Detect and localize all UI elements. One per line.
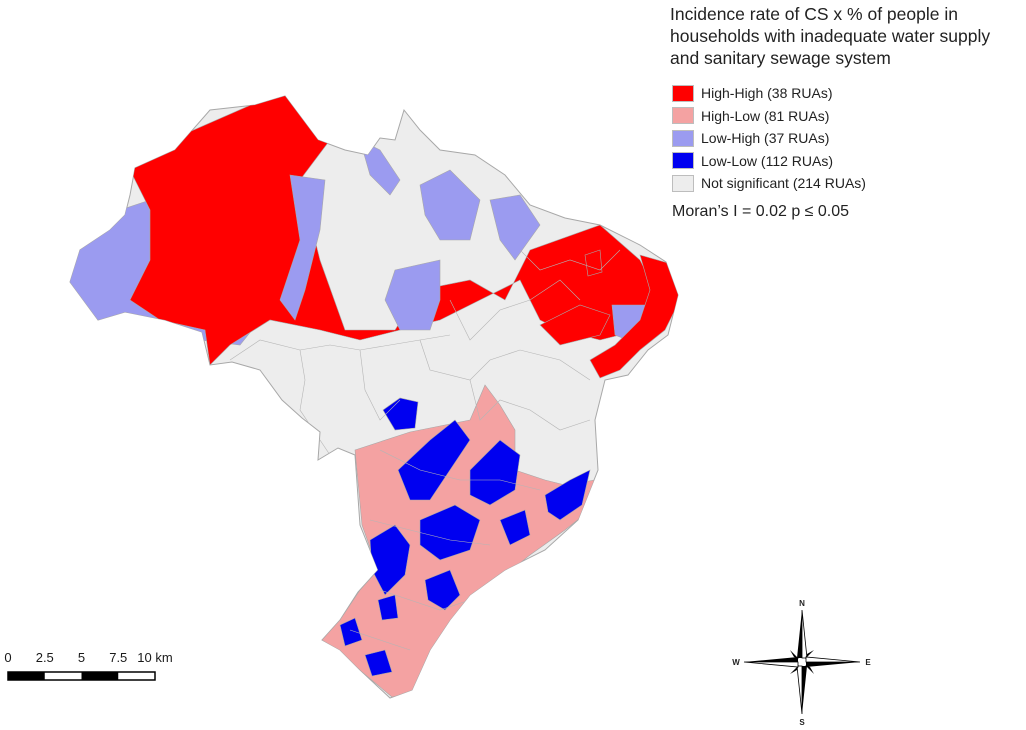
region-low-low-south-2: [377, 594, 399, 621]
morans-i-statistic: Moran’s I = 0.02 p ≤ 0.05: [672, 203, 850, 220]
map-title: Incidence rate of CS x % of people in ho…: [670, 4, 991, 68]
legend-label: High-Low (81 RUAs): [701, 107, 830, 124]
region-low-high-center-strip: [279, 174, 326, 321]
region-low-high-pocket-3: [419, 169, 481, 241]
region-low-low-east: [469, 439, 521, 506]
scale-tick-label: 0: [4, 650, 12, 665]
compass-label-west: W: [732, 658, 740, 667]
legend-label: Low-Low (112 RUAs): [701, 152, 834, 169]
compass-rose: N S E W: [732, 599, 871, 727]
legend-item-high-high: High-High (38 RUAs): [672, 82, 866, 105]
scale-bar-labels: 0 2.5 5 7.5 10 km: [0, 650, 200, 668]
scale-tick-label: 5: [77, 650, 86, 665]
legend-item-low-high: Low-High (37 RUAs): [672, 127, 866, 150]
compass-label-east: E: [865, 658, 871, 667]
legend-label: Not significant (214 RUAs): [701, 175, 866, 192]
region-low-low-north-spot: [382, 397, 419, 431]
legend-swatch: [672, 152, 694, 170]
legend: High-High (38 RUAs) High-Low (81 RUAs) L…: [672, 82, 866, 195]
region-high-high-northeast: [539, 304, 611, 346]
legend-swatch: [672, 129, 694, 147]
region-low-low-south-1: [424, 569, 461, 611]
region-low-high-pocket-2: [359, 139, 401, 196]
region-low-low-far-south-west: [339, 617, 363, 647]
scale-tick-label: 7.5: [109, 650, 128, 665]
scale-tick-label: 10 km: [137, 650, 173, 665]
region-high-high-east-spot: [584, 249, 603, 277]
legend-label: Low-High (37 RUAs): [701, 130, 830, 147]
region-low-high-pocket-4: [489, 194, 541, 261]
scale-bar: [7, 671, 156, 681]
region-low-low-southeast: [499, 509, 531, 546]
legend-item-low-low: Low-Low (112 RUAs): [672, 150, 866, 173]
legend-item-not-significant: Not significant (214 RUAs): [672, 172, 866, 195]
region-low-low-far-south: [364, 649, 393, 677]
legend-swatch: [672, 174, 694, 192]
region-high-high-northeast-coast: [589, 254, 678, 379]
scale-tick-label: 2.5: [35, 650, 54, 665]
region-low-low-middle: [419, 504, 481, 561]
region-fill-layer: [69, 95, 679, 699]
legend-label: High-High (38 RUAs): [701, 85, 833, 102]
legend-swatch: [672, 107, 694, 125]
region-low-low-coast: [544, 469, 591, 521]
region-low-high-pocket-1: [384, 259, 441, 331]
region-low-low-central: [397, 419, 471, 501]
legend-swatch: [672, 84, 694, 102]
compass-label-north: N: [799, 599, 805, 608]
legend-item-high-low: High-Low (81 RUAs): [672, 105, 866, 128]
compass-label-south: S: [799, 718, 805, 727]
